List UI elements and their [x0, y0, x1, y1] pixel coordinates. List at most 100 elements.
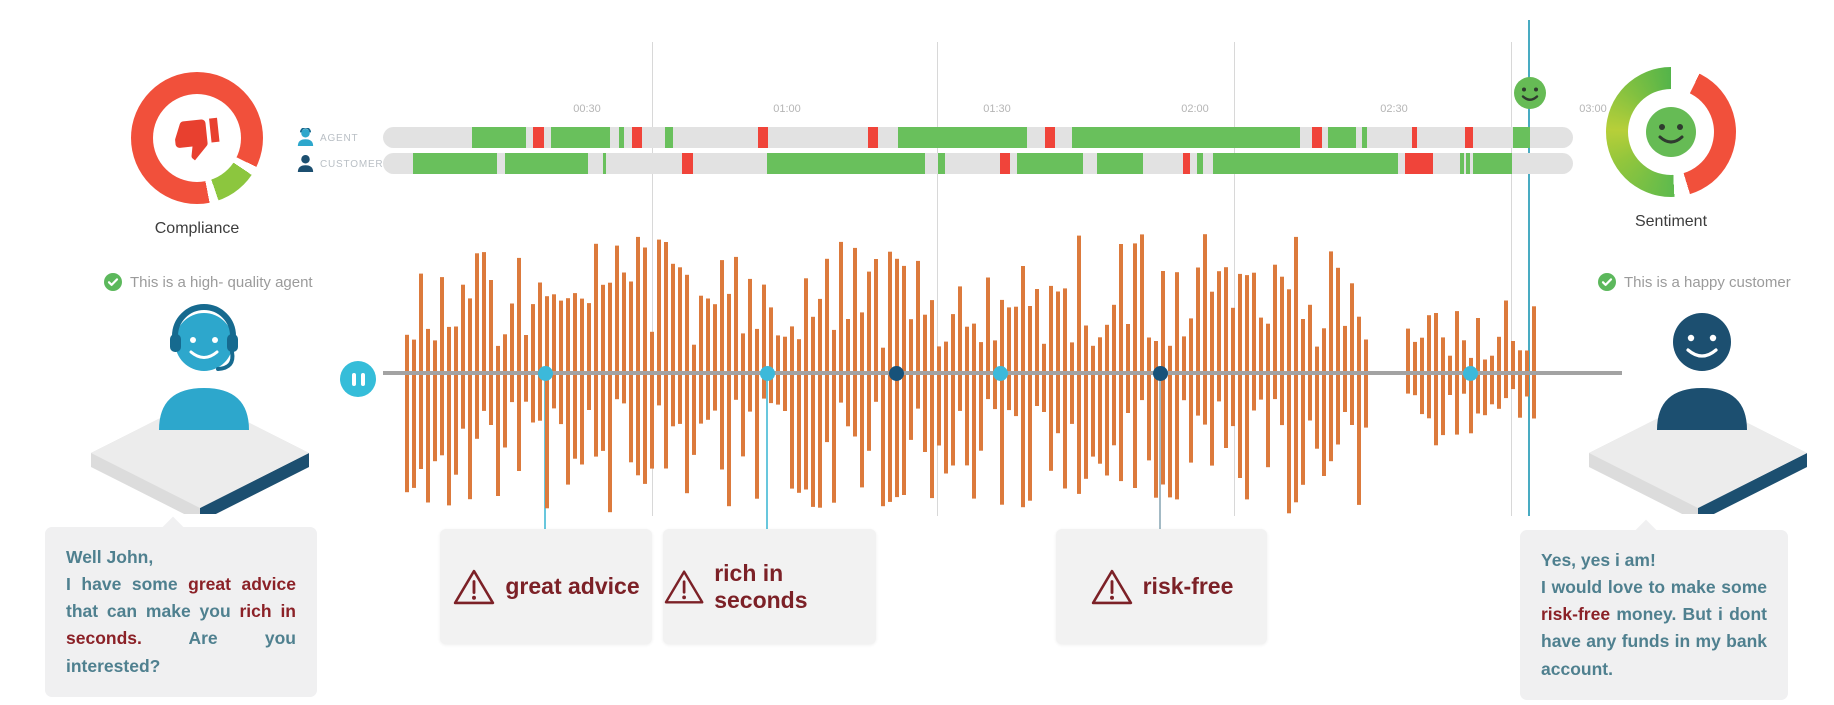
waveform-bar: [405, 334, 409, 493]
waveform-bar: [1098, 337, 1102, 464]
speech-text-flagged: risk-free: [1541, 604, 1611, 625]
waveform-bar: [755, 328, 759, 499]
customer-caption-text: This is a happy customer: [1624, 273, 1791, 291]
waveform-bar: [944, 341, 948, 474]
keyword-callout[interactable]: risk-free: [1056, 529, 1267, 644]
waveform-bar: [951, 314, 955, 466]
waveform-bar: [1112, 304, 1116, 446]
playback-marker-cyan[interactable]: [992, 365, 1008, 381]
agent-track[interactable]: [383, 127, 1573, 148]
timeline-segment-negative: [533, 127, 544, 148]
sentiment-label: Sentiment: [1634, 213, 1708, 230]
waveform-bar: [1091, 345, 1095, 457]
speech-text-normal: I would love to make some: [1541, 577, 1767, 598]
pause-icon: [351, 372, 356, 386]
waveform-bar: [510, 303, 514, 403]
keyword-callout[interactable]: great advice: [440, 529, 652, 644]
waveform-bar: [832, 329, 836, 503]
waveform-bar: [965, 326, 969, 466]
waveform-bar: [1350, 283, 1354, 425]
waveform-bar: [685, 274, 689, 494]
playback-marker-cyan[interactable]: [537, 365, 553, 381]
waveform-bar: [818, 298, 822, 508]
timeline-segment-negative: [868, 127, 878, 148]
timeline-segment-positive: [1197, 153, 1203, 174]
waveform-bar: [692, 344, 696, 455]
timeline-segment-negative: [1183, 153, 1190, 174]
sentiment-ring: [1606, 67, 1736, 197]
timeline-gridline: [1234, 42, 1235, 516]
playback-marker-cyan[interactable]: [1462, 365, 1478, 381]
keyword-callout[interactable]: rich in seconds: [663, 529, 876, 644]
timeline-segment-negative: [1312, 127, 1322, 148]
pause-icon: [360, 372, 365, 386]
waveform-bar: [979, 342, 983, 451]
waveform-bar: [1469, 357, 1473, 434]
waveform-bar: [1133, 243, 1137, 488]
timeline-segment-positive: [1473, 153, 1512, 174]
time-tick-label: 02:30: [1380, 103, 1408, 115]
waveform-bar: [972, 323, 976, 499]
waveform-bar: [503, 334, 507, 448]
timeline-segment-positive: [1513, 127, 1530, 148]
waveform-bar: [1126, 324, 1130, 413]
waveform-bar: [1406, 328, 1410, 394]
waveform-bar: [825, 258, 829, 443]
check-icon: [104, 273, 122, 291]
agent-avatar: [159, 304, 249, 430]
waveform-bar: [524, 335, 528, 402]
waveform-bar: [713, 304, 717, 411]
waveform-bar: [454, 326, 458, 475]
waveform-bar: [608, 282, 612, 513]
waveform-bar: [1231, 307, 1235, 427]
waveform-bar: [706, 298, 710, 420]
smiley-icon: [1646, 107, 1696, 157]
customer-track[interactable]: [383, 153, 1573, 174]
time-tick-label: 01:30: [983, 103, 1011, 115]
compliance-label: Compliance: [154, 220, 240, 237]
timeline-gridline: [1511, 42, 1512, 516]
waveform-bar: [1315, 346, 1319, 449]
waveform-bar: [727, 293, 731, 507]
waveform-bar: [748, 278, 752, 412]
waveform-bar: [1203, 234, 1207, 425]
waveform-bar: [1490, 355, 1494, 405]
agent-track-label: AGENT: [320, 133, 359, 144]
waveform-bar: [440, 277, 444, 456]
waveform-bar: [566, 298, 570, 485]
waveform-bar: [1245, 275, 1249, 500]
waveform-bar: [1021, 266, 1025, 508]
waveform-bar: [958, 286, 962, 411]
waveform-bar: [622, 272, 626, 404]
pause-button[interactable]: [340, 361, 376, 397]
timeline-segment-positive: [1097, 153, 1143, 174]
waveform-bar: [1511, 341, 1515, 390]
timeline-segment-negative: [632, 127, 642, 148]
playback-marker-navy[interactable]: [888, 365, 904, 381]
waveform-bar: [1189, 318, 1193, 463]
waveform-bar: [489, 280, 493, 425]
waveform-bar: [881, 347, 885, 507]
timeline-segment-positive: [413, 153, 497, 174]
waveform-bar: [1147, 337, 1151, 461]
waveform-bar: [776, 335, 780, 405]
waveform-bar: [1329, 251, 1333, 462]
timeline-segment-positive: [767, 153, 925, 174]
timeline-segment-positive: [1072, 127, 1300, 148]
waveform-bar: [1084, 325, 1088, 479]
timeline-segment-positive: [898, 127, 1027, 148]
waveform-bar: [923, 314, 927, 452]
waveform-bar: [643, 247, 647, 484]
waveform-bar: [1504, 300, 1508, 399]
thumbs-down-icon: [175, 117, 220, 161]
timeline-segment-positive: [938, 153, 945, 174]
waveform-bar: [1357, 316, 1361, 505]
playback-marker-cyan[interactable]: [759, 365, 775, 381]
playback-marker-navy[interactable]: [1152, 365, 1168, 381]
timeline-segment-negative: [758, 127, 768, 148]
waveform-bar: [1224, 267, 1228, 448]
waveform-bar: [650, 331, 654, 469]
sentiment-event-smiley-icon[interactable]: [1513, 76, 1547, 110]
